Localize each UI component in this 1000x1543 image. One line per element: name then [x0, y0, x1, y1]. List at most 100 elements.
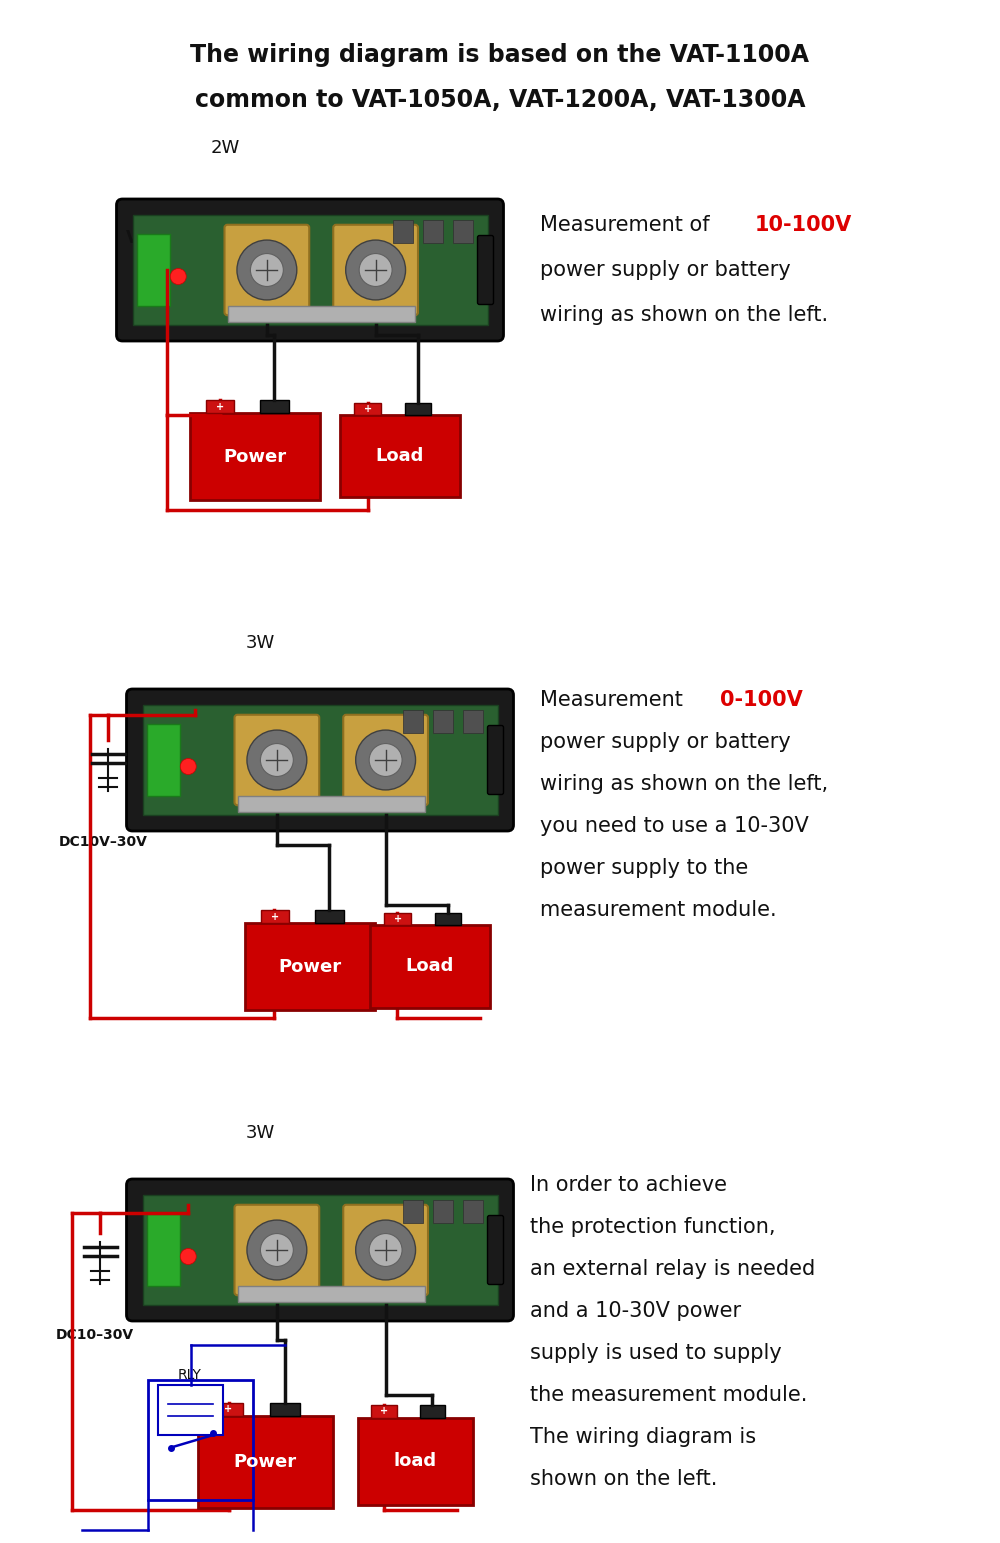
Bar [420, 1406, 445, 1418]
Text: The wiring diagram is: The wiring diagram is [530, 1427, 756, 1447]
Bar [146, 1214, 180, 1285]
FancyBboxPatch shape [234, 1205, 319, 1295]
Text: RLY: RLY [178, 1369, 202, 1383]
Text: 10-100V: 10-100V [755, 214, 852, 235]
Text: DC10–30V: DC10–30V [56, 1329, 134, 1342]
Text: wiring as shown on the left.: wiring as shown on the left. [540, 306, 828, 326]
Circle shape [250, 253, 283, 287]
Text: common to VAT-1050A, VAT-1200A, VAT-1300A: common to VAT-1050A, VAT-1200A, VAT-1300… [195, 88, 805, 113]
Circle shape [237, 241, 297, 299]
Circle shape [356, 1221, 416, 1281]
Bar [228, 307, 415, 322]
Circle shape [356, 730, 416, 790]
Text: +: + [216, 401, 224, 412]
Text: VIN: VIN [204, 717, 236, 734]
Bar [143, 705, 498, 815]
Text: power supply to the: power supply to the [540, 858, 748, 878]
Bar [198, 1416, 332, 1508]
Bar [260, 400, 289, 414]
Bar [143, 1194, 498, 1305]
Bar [148, 1379, 253, 1500]
Text: the measurement module.: the measurement module. [530, 1386, 807, 1406]
Bar [261, 910, 289, 923]
FancyBboxPatch shape [343, 714, 428, 805]
FancyBboxPatch shape [116, 199, 504, 341]
Text: 3W: 3W [245, 634, 275, 653]
Text: Load: Load [406, 957, 454, 975]
FancyBboxPatch shape [224, 225, 309, 315]
Text: power supply or battery: power supply or battery [540, 261, 791, 279]
Text: supply is used to supply: supply is used to supply [530, 1342, 782, 1362]
Bar [462, 710, 483, 733]
FancyBboxPatch shape [343, 1205, 428, 1295]
Text: Measurement of: Measurement of [540, 214, 716, 235]
FancyBboxPatch shape [488, 1216, 504, 1284]
FancyBboxPatch shape [234, 714, 319, 805]
Bar [132, 214, 488, 326]
Text: +: + [364, 404, 372, 414]
Bar [402, 1200, 423, 1224]
FancyBboxPatch shape [488, 725, 504, 795]
Bar [354, 403, 381, 415]
Circle shape [369, 1233, 402, 1267]
Circle shape [260, 744, 293, 776]
Bar [384, 912, 411, 924]
Circle shape [260, 1233, 293, 1267]
Bar [146, 724, 180, 796]
Bar [371, 1406, 397, 1418]
Circle shape [247, 730, 307, 790]
Circle shape [247, 1221, 307, 1281]
Bar [432, 710, 453, 733]
Bar [358, 1418, 473, 1504]
Bar [206, 400, 234, 414]
Bar [435, 912, 461, 924]
Circle shape [180, 759, 196, 775]
Text: 3W: 3W [245, 1123, 275, 1142]
Circle shape [180, 1248, 196, 1265]
FancyBboxPatch shape [126, 690, 514, 832]
Bar [340, 415, 460, 497]
Text: Power: Power [278, 958, 342, 975]
Text: the protection function,: the protection function, [530, 1217, 776, 1237]
Text: you need to use a 10-30V: you need to use a 10-30V [540, 816, 809, 836]
Bar [402, 710, 423, 733]
Bar [405, 403, 431, 415]
Bar [422, 221, 443, 244]
Text: VIN: VIN [203, 1208, 227, 1222]
Text: load: load [393, 1452, 437, 1470]
Text: Measurement: Measurement [540, 690, 696, 710]
Bar [462, 1200, 483, 1224]
Circle shape [346, 241, 406, 299]
Bar [136, 235, 170, 306]
Text: shown on the left.: shown on the left. [530, 1469, 717, 1489]
FancyBboxPatch shape [126, 1179, 514, 1321]
Circle shape [359, 253, 392, 287]
Bar [245, 923, 375, 1011]
Text: power supply or battery: power supply or battery [540, 731, 791, 751]
Circle shape [369, 744, 402, 776]
Text: 2W: 2W [210, 139, 240, 157]
Bar [158, 1386, 223, 1435]
Text: and a 10-30V power: and a 10-30V power [530, 1301, 741, 1321]
Text: Power: Power [223, 447, 287, 466]
Bar [315, 910, 344, 923]
Text: In order to achieve: In order to achieve [530, 1176, 727, 1194]
Bar [432, 1200, 453, 1224]
Text: +: + [224, 1404, 233, 1415]
Circle shape [170, 268, 186, 284]
Text: Power: Power [233, 1454, 297, 1470]
Bar [392, 221, 413, 244]
Text: VIN: VIN [126, 228, 158, 247]
Text: DC10V–30V: DC10V–30V [59, 835, 147, 849]
Text: Load: Load [376, 447, 424, 464]
Text: The wiring diagram is based on the VAT-1100A: The wiring diagram is based on the VAT-1… [190, 43, 810, 66]
FancyBboxPatch shape [333, 225, 418, 315]
Text: +: + [394, 913, 402, 924]
Bar [214, 1403, 243, 1416]
Bar [452, 221, 473, 244]
Bar [270, 1403, 300, 1416]
Text: an external relay is needed: an external relay is needed [530, 1259, 815, 1279]
Text: +: + [271, 912, 279, 921]
Bar [238, 796, 425, 812]
Bar [190, 414, 320, 500]
